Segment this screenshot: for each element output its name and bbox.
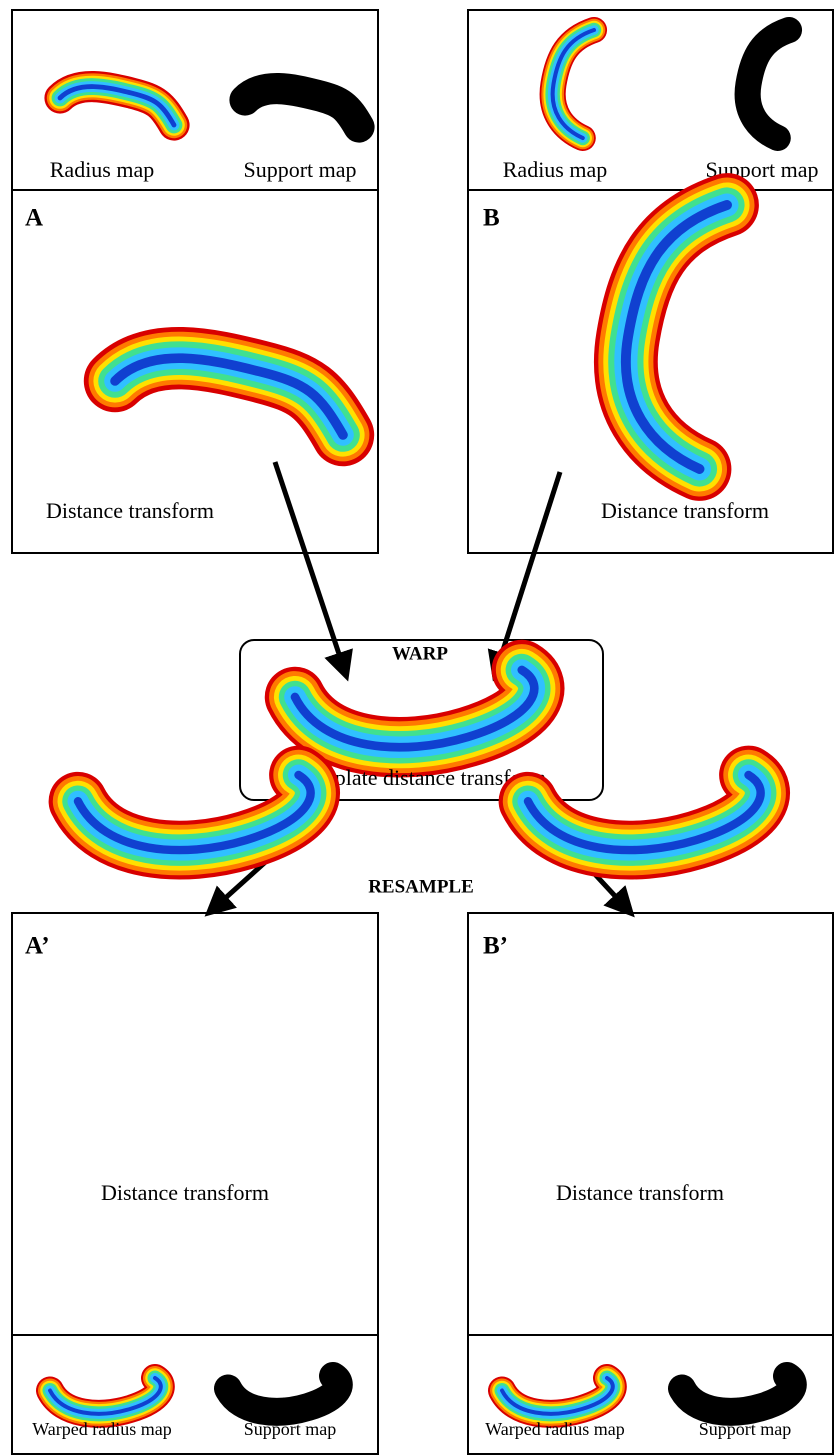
caption: Distance transform <box>556 1180 724 1205</box>
result-b: B’ Distance transform Warped radius map … <box>468 775 833 1454</box>
radius-label: Warped radius map <box>485 1419 625 1439</box>
panel-label: B’ <box>483 933 508 960</box>
support-map <box>228 1376 339 1412</box>
support-label: Support map <box>244 1419 337 1439</box>
support-label: Support map <box>699 1419 792 1439</box>
panel-label: A’ <box>25 933 50 960</box>
distance-transform <box>115 358 343 435</box>
result-a: A’ Distance transform Warped radius map … <box>12 775 378 1454</box>
warp-label: WARP <box>392 643 448 664</box>
radius-label: Radius map <box>503 157 608 182</box>
radius-label: Radius map <box>50 157 155 182</box>
panel-a: Radius map Support map A Distance transf… <box>12 10 378 553</box>
template-transform <box>295 670 534 747</box>
distance-transform <box>78 775 311 850</box>
panel-b: Radius map Support map B Distance transf… <box>468 10 833 553</box>
panel-label: A <box>25 205 43 232</box>
diagram: Radius map Support map A Distance transf… <box>0 0 834 1455</box>
distance-transform <box>528 775 761 850</box>
caption: Distance transform <box>101 1180 269 1205</box>
panel-label: B <box>483 205 500 232</box>
support-map <box>748 30 789 138</box>
radius-map <box>50 1378 161 1414</box>
radius-label: Warped radius map <box>32 1419 172 1439</box>
caption: Distance transform <box>601 498 769 523</box>
panel-box <box>12 913 378 1335</box>
resample-label: RESAMPLE <box>368 876 474 897</box>
distance-transform <box>626 205 727 469</box>
radius-map <box>60 87 174 125</box>
support-map <box>682 1376 793 1412</box>
radius-map <box>553 30 594 138</box>
support-label: Support map <box>243 157 356 182</box>
caption: Distance transform <box>46 498 214 523</box>
support-map <box>245 89 359 127</box>
radius-map <box>502 1378 613 1414</box>
panel-box <box>468 913 833 1335</box>
